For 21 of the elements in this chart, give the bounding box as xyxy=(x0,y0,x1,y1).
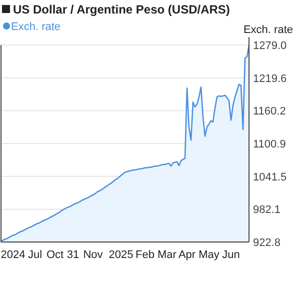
y-tick-label: 1100.9 xyxy=(253,138,286,150)
x-tick-label: Feb xyxy=(136,249,154,261)
y-axis-title: Exch. rate xyxy=(243,24,293,36)
x-tick-label: May xyxy=(198,249,220,261)
x-tick-label: 2025 xyxy=(108,249,134,261)
x-tick-label: Nov xyxy=(83,249,104,261)
y-tick-label: 1279.0 xyxy=(253,40,287,52)
y-tick-label: 1219.6 xyxy=(253,72,287,85)
x-tick-label: Jun xyxy=(222,249,240,261)
x-tick-label: 2024 xyxy=(0,249,26,261)
legend-label: Exch. rate xyxy=(11,21,61,33)
x-tick-label: Mar xyxy=(158,249,177,261)
y-tick-label: 982.1 xyxy=(253,204,281,216)
y-tick-label: 1160.2 xyxy=(253,106,286,118)
chart-title: US Dollar / Argentine Peso (USD/ARS) xyxy=(13,2,230,16)
y-tick-label: 1041.5 xyxy=(253,171,287,184)
x-tick-label: Apr xyxy=(178,249,196,261)
x-tick-label: 31 xyxy=(66,249,80,261)
x-tick-label: Oct xyxy=(46,249,64,261)
x-tick-label: Jul xyxy=(28,249,42,261)
y-tick-label: 922.8 xyxy=(253,237,281,249)
